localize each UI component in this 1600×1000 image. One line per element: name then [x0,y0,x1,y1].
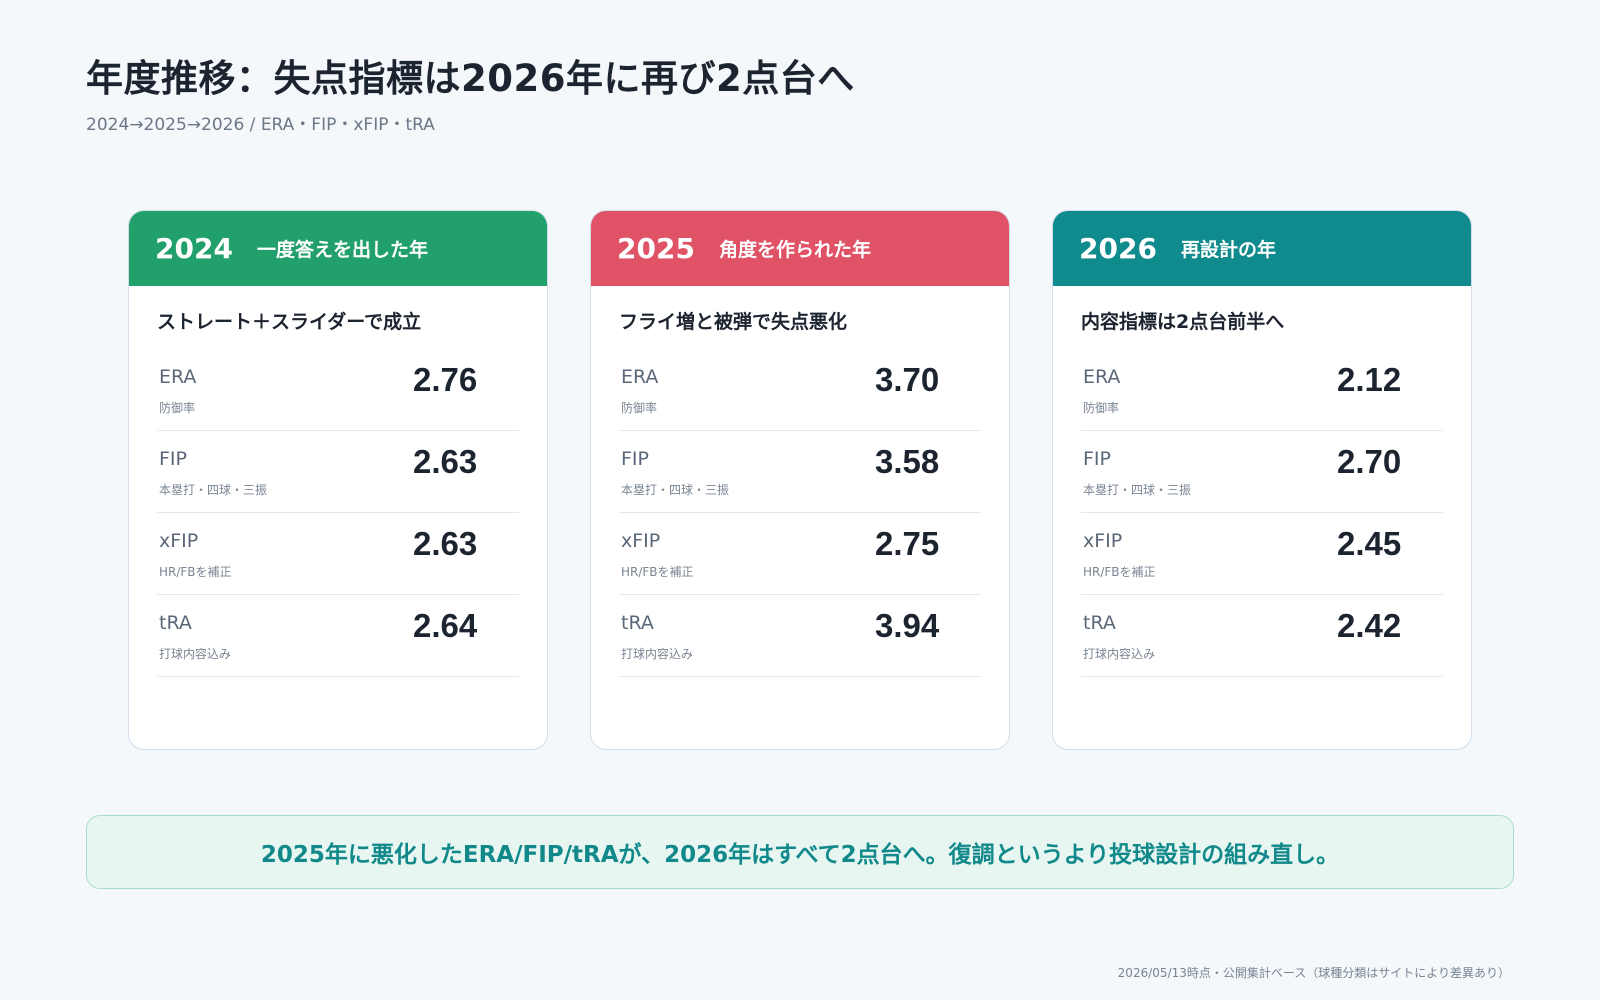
page-subtitle: 2024→2025→2026 / ERA・FIP・xFIP・tRA [86,115,435,135]
metric-row-tra: tRA 打球内容込み 2.64 [157,595,519,677]
card-subtitle: フライ増と被弾で失点悪化 [619,311,848,333]
season-card-2024: 2024 一度答えを出した年 ストレート＋スライダーで成立 ERA 防御率 2.… [128,210,548,750]
metric-value: 2.76 [413,361,478,398]
metric-name: tRA [159,612,192,634]
card-subtitle: 内容指標は2点台前半へ [1081,311,1285,333]
metric-desc: 防御率 [1083,401,1120,415]
metric-name: xFIP [159,530,199,552]
metric-desc: 打球内容込み [621,647,694,661]
card-header: 2025 角度を作られた年 [591,211,1009,286]
metric-row-tra: tRA 打球内容込み 2.42 [1081,595,1443,677]
metric-value: 3.70 [875,361,940,398]
metric-list: ERA 防御率 2.12 FIP 本塁打・四球・三振 2.70 xFIP HR/… [1081,349,1443,677]
metric-name: xFIP [1083,530,1123,552]
metric-row-era: ERA 防御率 2.76 [157,349,519,431]
metric-value: 3.58 [875,443,940,480]
season-card-2025: 2025 角度を作られた年 フライ増と被弾で失点悪化 ERA 防御率 3.70 … [590,210,1010,750]
metric-name: tRA [621,612,654,634]
card-header-label: 一度答えを出した年 [256,239,428,261]
metric-name: FIP [159,448,187,470]
metric-row-era: ERA 防御率 3.70 [619,349,981,431]
metric-value: 2.70 [1337,443,1402,480]
metric-desc: 打球内容込み [159,647,232,661]
metric-desc: 本塁打・四球・三振 [621,483,730,497]
metric-name: ERA [1083,366,1121,388]
card-year: 2026 [1079,232,1157,265]
card-header: 2024 一度答えを出した年 [129,211,547,286]
metric-name: ERA [159,366,197,388]
metric-row-tra: tRA 打球内容込み 3.94 [619,595,981,677]
metric-row-xfip: xFIP HR/FBを補正 2.45 [1081,513,1443,595]
metric-row-fip: FIP 本塁打・四球・三振 3.58 [619,431,981,513]
callout-text: 2025年に悪化したERA/FIP/tRAが、2026年はすべて2点台へ。復調と… [260,842,1340,868]
metric-name: ERA [621,366,659,388]
metric-value: 2.63 [413,525,478,562]
metric-desc: 打球内容込み [1083,647,1156,661]
card-header-label: 再設計の年 [1180,239,1276,261]
metric-value: 2.75 [875,525,940,562]
metric-name: xFIP [621,530,661,552]
card-year: 2025 [617,232,695,265]
metric-desc: 防御率 [159,401,196,415]
metric-desc: 本塁打・四球・三振 [159,483,268,497]
metric-list: ERA 防御率 3.70 FIP 本塁打・四球・三振 3.58 xFIP HR/… [619,349,981,677]
page-title: 年度推移：失点指標は2026年に再び2点台へ [86,57,855,100]
metric-list: ERA 防御率 2.76 FIP 本塁打・四球・三振 2.63 xFIP HR/… [157,349,519,677]
card-header-label: 角度を作られた年 [718,239,871,261]
metric-name: tRA [1083,612,1116,634]
metric-desc: HR/FBを補正 [159,565,232,579]
metric-row-era: ERA 防御率 2.12 [1081,349,1443,431]
metric-desc: 防御率 [621,401,658,415]
metric-value: 2.63 [413,443,478,480]
footnote: 2026/05/13時点・公開集計ベース（球種分類はサイトにより差異あり） [1117,966,1510,980]
metric-row-fip: FIP 本塁打・四球・三振 2.70 [1081,431,1443,513]
metric-row-fip: FIP 本塁打・四球・三振 2.63 [157,431,519,513]
metric-value: 3.94 [875,607,940,644]
season-card-2026: 2026 再設計の年 内容指標は2点台前半へ ERA 防御率 2.12 FIP … [1052,210,1472,750]
metric-row-xfip: xFIP HR/FBを補正 2.63 [157,513,519,595]
metric-row-xfip: xFIP HR/FBを補正 2.75 [619,513,981,595]
metric-value: 2.45 [1337,525,1402,562]
metric-name: FIP [621,448,649,470]
metric-value: 2.64 [413,607,478,644]
summary-callout: 2025年に悪化したERA/FIP/tRAが、2026年はすべて2点台へ。復調と… [86,815,1514,889]
card-year: 2024 [155,232,233,265]
metric-desc: 本塁打・四球・三振 [1083,483,1192,497]
metric-value: 2.42 [1337,607,1402,644]
metric-name: FIP [1083,448,1111,470]
metric-desc: HR/FBを補正 [1083,565,1156,579]
metric-desc: HR/FBを補正 [621,565,694,579]
card-header: 2026 再設計の年 [1053,211,1471,286]
card-subtitle: ストレート＋スライダーで成立 [157,311,422,333]
metric-value: 2.12 [1337,361,1402,398]
